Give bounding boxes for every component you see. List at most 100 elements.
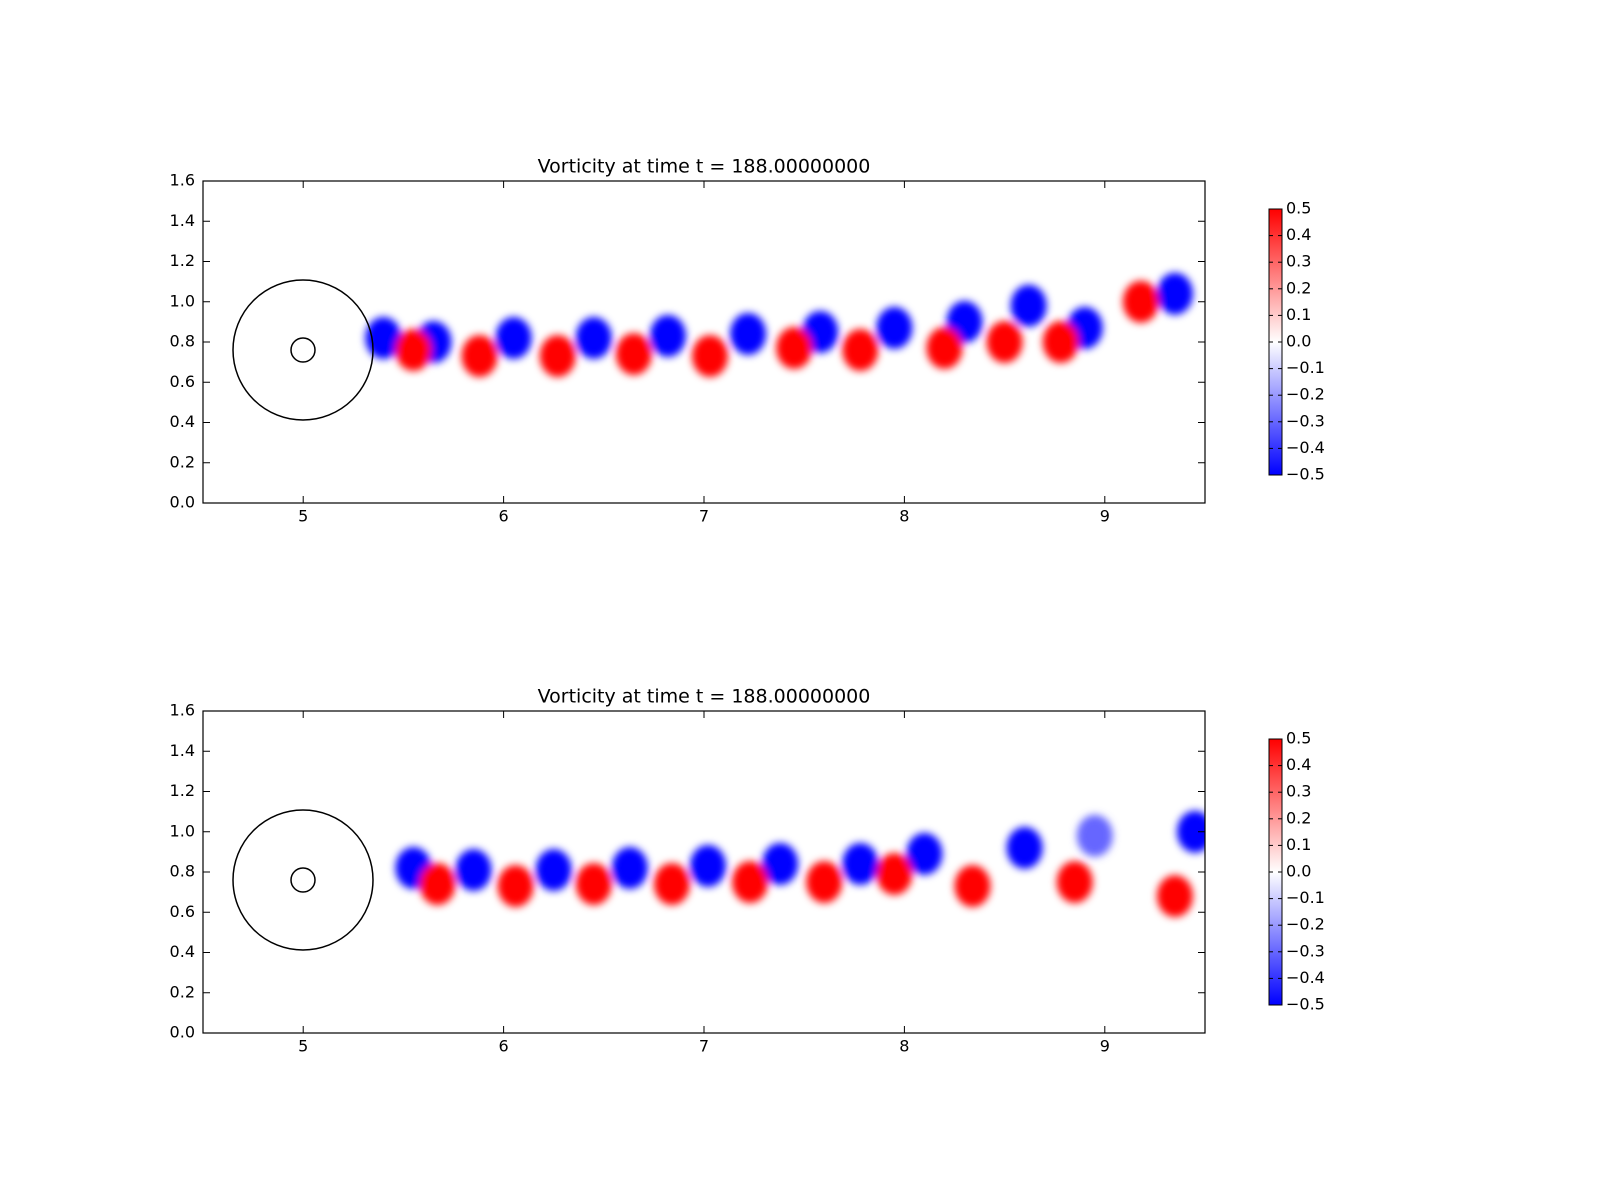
vortex — [1156, 875, 1193, 918]
vortex — [365, 316, 402, 359]
cylinder-bottom — [232, 809, 374, 951]
y-tick-label: 0.8 — [170, 332, 195, 351]
colorbar-tick-label: 0.5 — [1286, 729, 1311, 748]
colorbar-tick-label: 0.4 — [1286, 225, 1311, 244]
vortex — [876, 853, 913, 896]
vortex — [419, 863, 456, 906]
y-tick-label: 0.0 — [170, 1023, 195, 1042]
colorbar-tick-label: −0.5 — [1286, 995, 1325, 1014]
colorbar-tick-label: 0.4 — [1286, 755, 1311, 774]
colorbar-tick-label: −0.5 — [1286, 465, 1325, 484]
x-tick-label: 6 — [499, 507, 509, 526]
subplot: Vorticity at time t = 188.00000000 5 6 7 8 9 0… — [170, 686, 1325, 1056]
y-tick-label: 1.0 — [170, 821, 195, 840]
y-tick-label: 1.4 — [170, 741, 195, 760]
y-tick-label: 1.0 — [170, 291, 195, 310]
colorbar-tick-label: 0.0 — [1286, 862, 1311, 881]
vortex — [806, 861, 843, 904]
vortex — [732, 861, 769, 904]
colorbar-tick-label: 0.0 — [1286, 332, 1311, 351]
x-tick-label: 9 — [1100, 507, 1110, 526]
vortex — [776, 327, 813, 370]
colorbar-tick-label: 0.3 — [1286, 782, 1311, 801]
vortex — [926, 327, 963, 370]
outer-circle — [232, 279, 374, 421]
vortex — [692, 335, 729, 378]
x-tick-label: 5 — [298, 507, 308, 526]
vortex — [461, 335, 498, 378]
cylinder — [290, 867, 316, 893]
vortex — [906, 832, 943, 875]
colorbar-tick-label: −0.3 — [1286, 411, 1325, 430]
colorbar-tick-label: 0.5 — [1286, 199, 1311, 218]
vortex — [954, 865, 991, 908]
y-tick-label: 1.2 — [170, 781, 195, 800]
vortex — [986, 321, 1023, 363]
vortex — [539, 335, 576, 378]
y-tick-label: 1.6 — [170, 701, 195, 720]
vortex — [649, 314, 686, 357]
field — [395, 810, 1205, 918]
vortex — [1076, 814, 1113, 857]
colorbar-tick-label: 0.1 — [1286, 835, 1311, 854]
vortex — [1176, 810, 1205, 853]
colorbar-tick-label: 0.3 — [1286, 252, 1311, 271]
y-tick-label: 0.4 — [170, 412, 195, 431]
x-tick-label: 6 — [499, 1037, 509, 1056]
colorbar-tick-label: −0.2 — [1286, 385, 1325, 404]
vortex — [575, 863, 612, 906]
colorbar-tick-label: −0.3 — [1286, 941, 1325, 960]
x-tick-label: 7 — [699, 1037, 709, 1056]
chart-title: Vorticity at time t = 188.00000000 — [538, 686, 871, 708]
vortex — [730, 312, 767, 355]
vortex — [1010, 284, 1047, 327]
y-tick-label: 0.2 — [170, 982, 195, 1001]
outer-circle — [232, 809, 374, 951]
y-tick-label: 0.8 — [170, 862, 195, 881]
vortex — [1006, 826, 1043, 869]
vortex — [1156, 272, 1193, 315]
x-tick-label: 9 — [1100, 1037, 1110, 1056]
colorbar-tick-label: −0.1 — [1286, 358, 1325, 377]
vortex — [842, 842, 879, 885]
y-tick-label: 1.4 — [170, 211, 195, 230]
cylinder — [290, 337, 316, 363]
vortex — [690, 844, 727, 887]
vortex — [495, 316, 532, 359]
x-tick-label: 5 — [298, 1037, 308, 1056]
vortex — [842, 329, 879, 372]
colorbar-tick-label: 0.2 — [1286, 808, 1311, 827]
vortex — [615, 333, 652, 376]
vortex — [1122, 280, 1159, 323]
vortex — [876, 306, 913, 349]
y-tick-label: 0.4 — [170, 942, 195, 961]
y-tick-label: 0.6 — [170, 902, 195, 921]
vortex — [1056, 861, 1093, 904]
cylinder-top — [232, 279, 374, 421]
colorbar-tick-label: −0.4 — [1286, 438, 1325, 457]
vortex — [762, 842, 799, 885]
vortex — [497, 865, 534, 908]
subplot: Vorticity at time t = 188.00000000 5 6 7 8 9 0… — [170, 156, 1325, 526]
vortex — [1042, 321, 1079, 363]
chart-title: Vorticity at time t = 188.00000000 — [538, 156, 871, 178]
y-tick-label: 0.6 — [170, 372, 195, 391]
x-tick-label: 7 — [699, 507, 709, 526]
vortex — [455, 848, 492, 891]
x-tick-label: 8 — [899, 507, 909, 526]
layers: Vorticity at time t = 188.00000000 5 6 7 8 9 0… — [170, 156, 1325, 1056]
vortex — [535, 848, 572, 891]
colorbar-tick-label: −0.2 — [1286, 915, 1325, 934]
x-tick-label: 8 — [899, 1037, 909, 1056]
colorbar-tick-label: 0.1 — [1286, 305, 1311, 324]
vortex — [395, 329, 432, 372]
vortex — [575, 316, 612, 359]
colorbar-tick-label: −0.4 — [1286, 968, 1325, 987]
vortex — [611, 846, 648, 889]
colorbar-tick-label: −0.1 — [1286, 888, 1325, 907]
field — [365, 272, 1193, 378]
y-tick-label: 1.2 — [170, 251, 195, 270]
y-tick-label: 0.0 — [170, 493, 195, 512]
y-tick-label: 1.6 — [170, 171, 195, 190]
